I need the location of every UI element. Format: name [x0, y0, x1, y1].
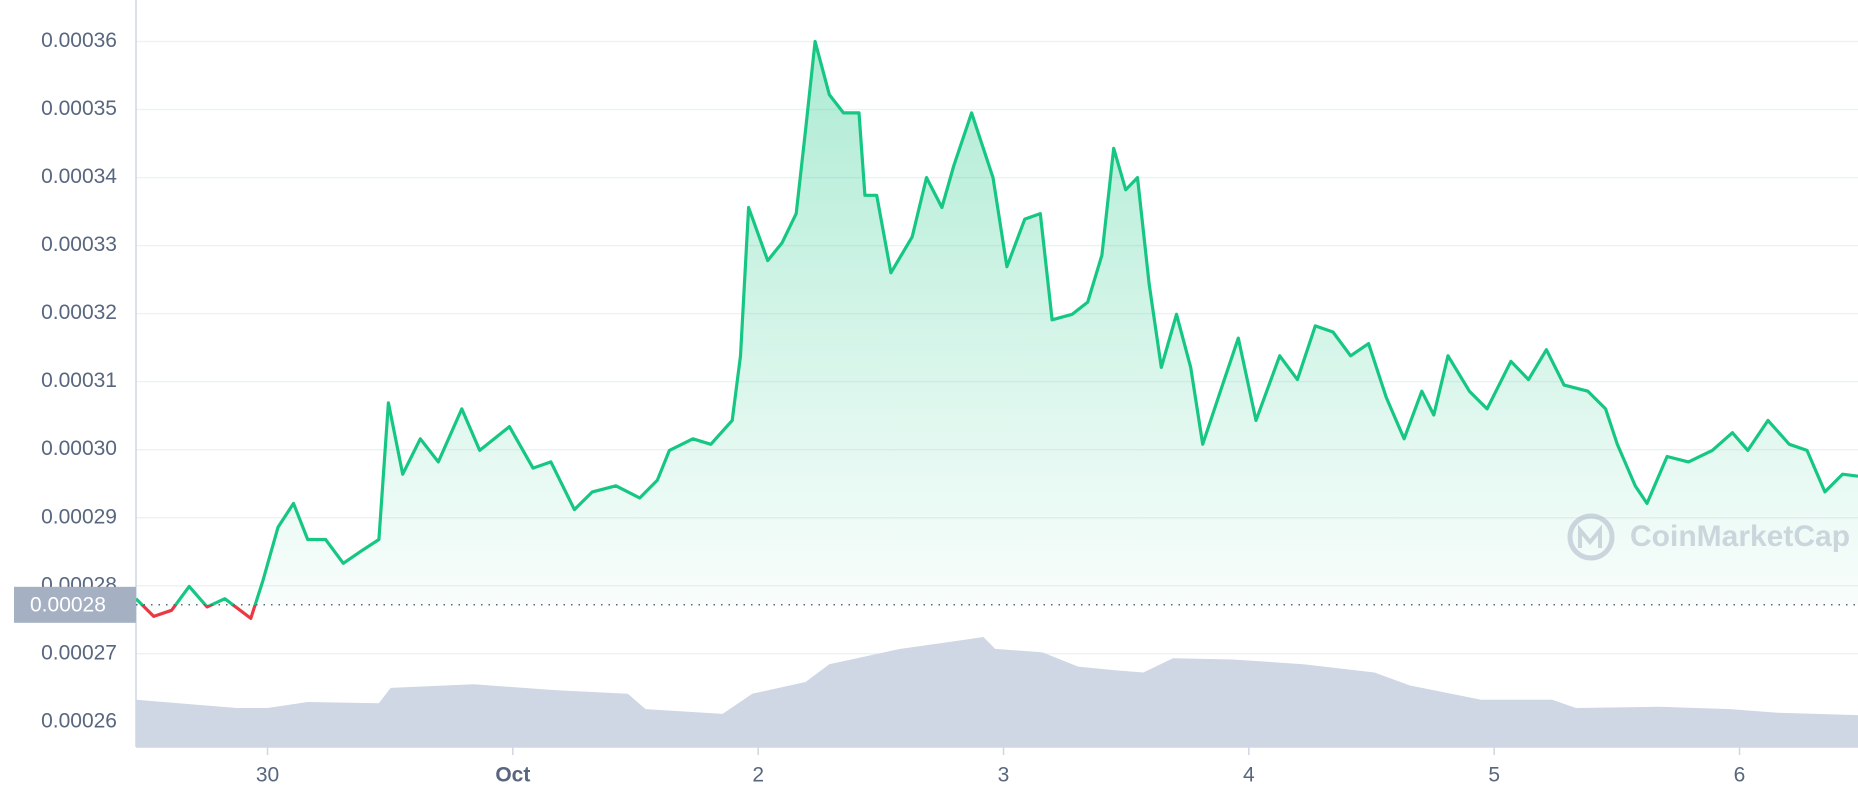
- price-area: [136, 41, 1858, 619]
- x-tick-label: Oct: [495, 764, 530, 787]
- x-tick-label: 6: [1734, 764, 1746, 787]
- x-tick-label: 3: [998, 764, 1010, 787]
- x-tick-label: 5: [1488, 764, 1500, 787]
- watermark-logo: [1567, 513, 1615, 561]
- watermark-text: CoinMarketCap: [1630, 520, 1850, 553]
- y-tick-label: 0.00033: [41, 233, 117, 256]
- price-line: [134, 39, 1858, 620]
- x-tick-label: 30: [256, 764, 279, 787]
- y-tick-label: 0.00030: [41, 437, 117, 460]
- y-tick-label: 0.00035: [41, 97, 117, 120]
- y-tick-label: 0.00026: [41, 709, 117, 732]
- baseline-label: 0.00028: [30, 593, 106, 616]
- y-tick-label: 0.00036: [41, 29, 117, 52]
- y-tick-label: 0.00031: [41, 369, 117, 392]
- x-tick-label: 4: [1243, 764, 1255, 787]
- y-tick-label: 0.00034: [41, 165, 117, 188]
- y-tick-label: 0.00029: [41, 505, 117, 528]
- watermark-logo-mark: [1578, 524, 1602, 548]
- watermark: CoinMarketCap: [1567, 513, 1850, 561]
- x-tick-label: 2: [752, 764, 764, 787]
- y-tick-label: 0.00027: [41, 641, 117, 664]
- baseline-label-box: [14, 586, 136, 623]
- y-tick-label: 0.00032: [41, 301, 117, 324]
- volume-area: [136, 637, 1858, 747]
